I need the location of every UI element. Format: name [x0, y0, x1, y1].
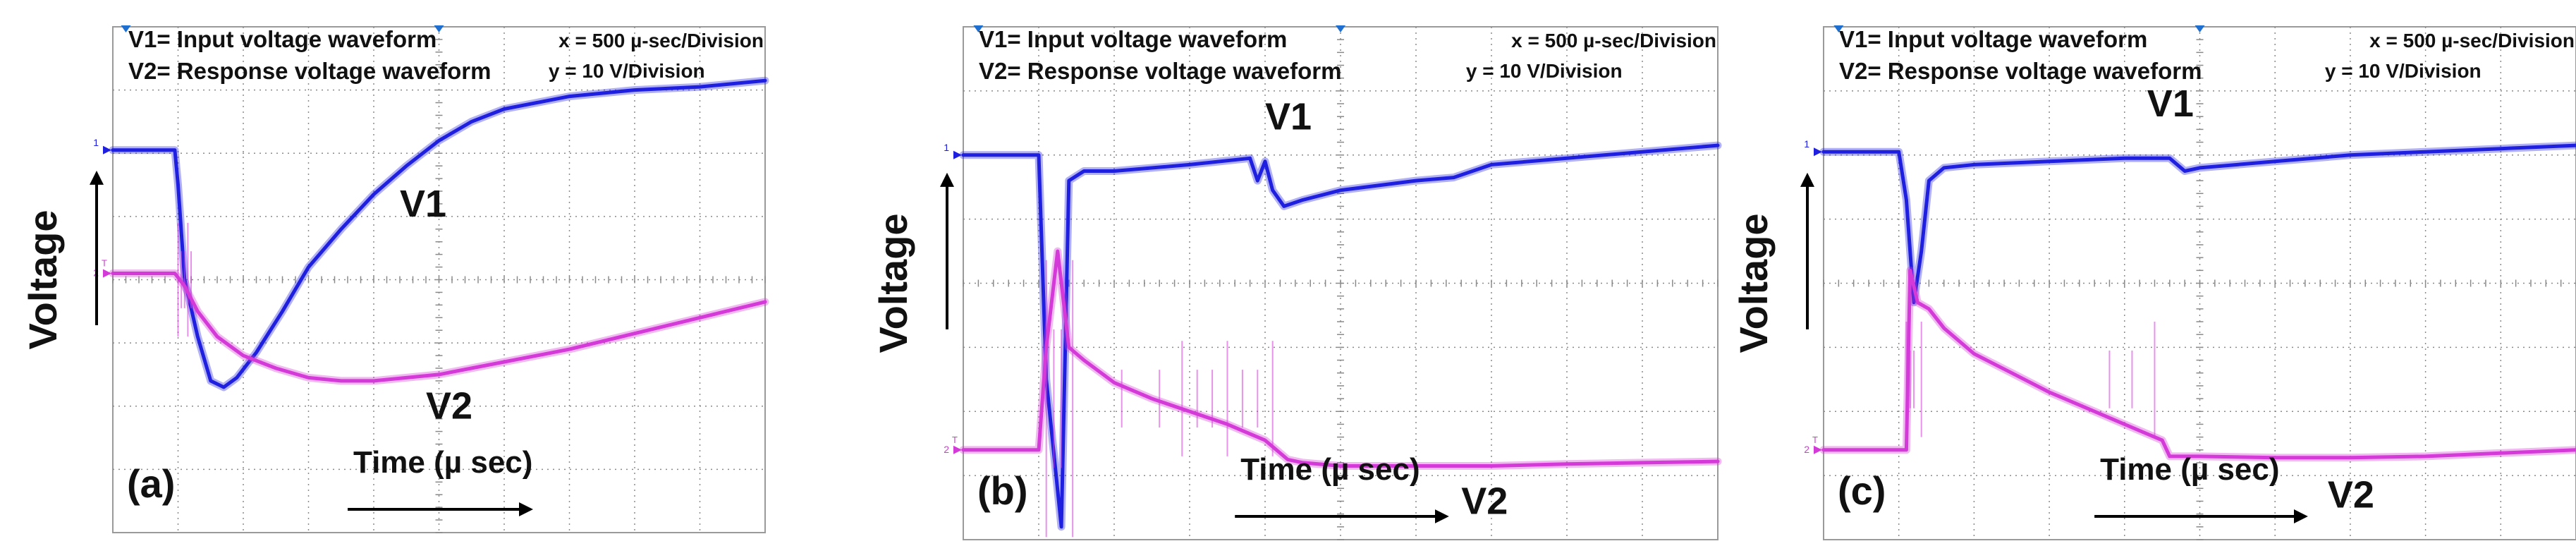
scale-x: x = 500 µ-sec/Division	[1511, 30, 1716, 51]
trigger-position-marker	[1833, 25, 1844, 32]
trigger-level-marker: T	[102, 258, 107, 269]
trace-label-v1: V1	[2147, 83, 2194, 125]
time-axis-label: Time (µ sec)	[2100, 452, 2279, 487]
voltage-axis-label: Voltage	[871, 213, 915, 353]
ch2-marker-label: 2	[1804, 444, 1809, 455]
ch2-marker-label: 2	[944, 444, 949, 455]
ch1-marker-label: 1	[93, 137, 99, 148]
transient-noise	[177, 222, 192, 337]
trigger-position-marker	[2195, 25, 2205, 32]
trigger-position-marker	[973, 25, 984, 32]
legend-v1: V1= Input voltage waveform	[128, 26, 437, 52]
transient-noise	[1905, 322, 2156, 437]
trigger-position-marker	[434, 25, 444, 32]
scale-x: x = 500 µ-sec/Division	[2369, 30, 2575, 51]
voltage-axis-label: Voltage	[20, 210, 65, 349]
trigger-level-marker: T	[1812, 435, 1818, 445]
time-axis-label: Time (µ sec)	[353, 445, 532, 480]
plot-b: 1 2T V1= Input voltage waveform V2= Respons…	[871, 25, 1722, 540]
panel-b: 1 2 T V1= Input voltage waveform V2= Respons…	[859, 0, 1722, 558]
ch1-marker: 1	[944, 142, 962, 159]
legend-v2: V2= Response voltage waveform	[128, 58, 491, 84]
panel-label: (c)	[1838, 468, 1886, 513]
transient-noise	[1045, 260, 1274, 538]
trace-label-v1: V1	[400, 183, 446, 225]
ch1-marker: 1	[93, 137, 111, 154]
panel-c: 1 2 T V1= Input voltage waveform V2= Respons…	[1718, 0, 2576, 558]
time-axis-label: Time (µ sec)	[1240, 452, 1420, 487]
series-v2-group	[1819, 266, 2576, 462]
trace-label-v2: V2	[426, 385, 472, 427]
trigger-level-marker: T	[952, 435, 958, 445]
grid	[1823, 26, 2576, 540]
panel-label: (a)	[127, 461, 175, 506]
scale-y: y = 10 V/Division	[1466, 60, 1623, 82]
legend-v1: V1= Input voltage waveform	[979, 26, 1287, 52]
scale-y: y = 10 V/Division	[2325, 60, 2482, 82]
legend-v2: V2= Response voltage waveform	[1839, 58, 2202, 84]
plot-c: 1 2T V1= Input voltage waveform V2= Respons…	[1731, 25, 2576, 540]
legend-v1: V1= Input voltage waveform	[1839, 26, 2147, 52]
grid	[963, 26, 1719, 540]
ch2-marker: 2T	[1804, 435, 1822, 455]
trace-label-v1: V1	[1265, 95, 1312, 138]
trace-label-v2: V2	[2328, 474, 2374, 516]
ch1-marker-label: 1	[944, 142, 949, 153]
ch1-marker: 1	[1804, 138, 1822, 157]
trigger-position-marker	[1336, 25, 1345, 32]
voltage-axis-label: Voltage	[1731, 213, 1776, 353]
trigger-position-marker	[121, 25, 131, 32]
scale-x: x = 500 µ-sec/Division	[558, 30, 764, 51]
series-v1-group	[109, 76, 769, 392]
ch1-marker-label: 1	[1804, 138, 1809, 150]
trace-label-v2: V2	[1461, 480, 1508, 523]
scale-y: y = 10 V/Division	[549, 60, 705, 82]
legend-v2: V2= Response voltage waveform	[979, 58, 1341, 84]
panel-label: (b)	[977, 468, 1028, 513]
ch2-marker: 2T	[944, 435, 962, 455]
